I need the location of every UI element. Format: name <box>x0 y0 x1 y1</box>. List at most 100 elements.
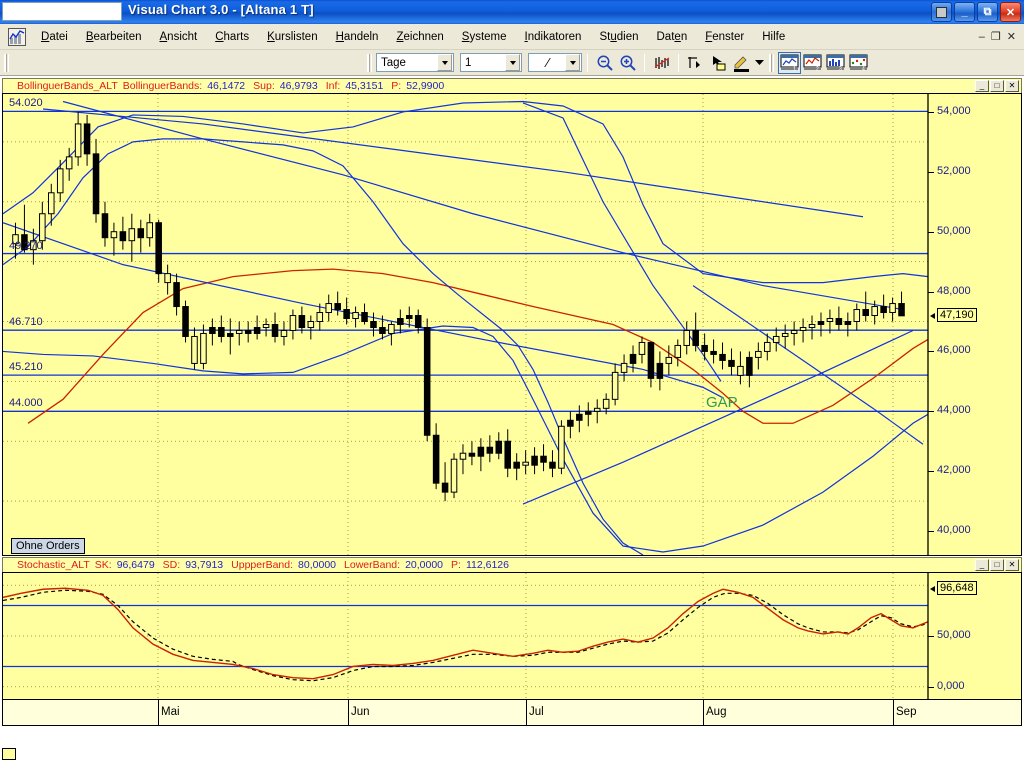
price-axis-label: 44,000 <box>937 404 971 417</box>
toolbar-grip-1[interactable] <box>4 53 9 72</box>
price-axis-tick <box>928 231 934 233</box>
price-field-label-3: P: <box>391 80 402 92</box>
stoch-chart-svg <box>3 573 1021 699</box>
price-field-value-2: 45,3151 <box>345 80 384 92</box>
panel-restore-button[interactable]: □ <box>990 80 1004 92</box>
toolbar-grip-3[interactable] <box>769 53 774 72</box>
zoom-in-icon[interactable] <box>616 52 639 74</box>
price-chart-window: BollinguerBands_ALT BollinguerBands: 46,1… <box>2 78 1022 556</box>
x-axis-tick <box>703 700 704 726</box>
menu-bar: Datei Bearbeiten Ansicht Charts Kurslisten Ha… <box>0 24 1024 50</box>
price-field-value-3: 52,9900 <box>406 80 445 92</box>
menu-item-studien[interactable]: Studien <box>599 30 639 43</box>
zoom-out-icon[interactable] <box>593 52 616 74</box>
svg-text:1: 1 <box>793 66 796 71</box>
window-title: Visual Chart 3.0 - [Altana 1 T] <box>128 2 314 17</box>
price-axis-label: 52,000 <box>937 164 971 177</box>
window-close-button[interactable]: ✕ <box>1000 2 1021 22</box>
price-field-label-1: Sup: <box>253 80 275 92</box>
layout-4-icon[interactable]: 4 <box>847 52 870 74</box>
x-axis-tick <box>526 700 527 726</box>
layout-2-icon[interactable]: 2 <box>801 52 824 74</box>
status-bar <box>0 740 1024 768</box>
stochastic-window: Stochastic_ALT SK: 96,6479 SD: 93,7913 Upppe… <box>2 557 1022 700</box>
x-axis-label: Aug <box>706 706 727 718</box>
stoch-field-label-0: SK: <box>94 559 112 571</box>
menu-item-hilfe[interactable]: Hilfe <box>762 30 786 43</box>
price-axis-tick <box>928 111 934 113</box>
level-line-label: 45.210 <box>9 361 43 374</box>
current-price-marker <box>930 312 935 319</box>
stoch-field-label-3: LowerBand: <box>344 559 401 571</box>
price-axis-tick <box>928 471 934 473</box>
color-dropdown-icon[interactable] <box>753 52 765 74</box>
price-axis-label: 54,000 <box>937 104 971 117</box>
price-axis-label: 46,000 <box>937 344 971 357</box>
pointer-note-icon[interactable] <box>707 52 730 74</box>
panel-minimize-button[interactable]: _ <box>975 559 989 571</box>
layout-1-icon[interactable]: 1 <box>778 51 801 74</box>
price-field-value-1: 46,9793 <box>279 80 318 92</box>
menu-item-ansicht[interactable]: Ansicht <box>159 30 198 43</box>
toolbar-grip-2[interactable] <box>367 53 372 72</box>
panel-minimize-button[interactable]: _ <box>975 80 989 92</box>
menu-item-bearbeiten[interactable]: Bearbeiten <box>85 30 142 43</box>
menu-item-indikatoren[interactable]: Indikatoren <box>524 30 582 43</box>
price-axis-label: 40,000 <box>937 524 971 537</box>
price-plot-area[interactable]: 54,000 52,000 50,000 48,000 46,000 44,000 42,0… <box>2 93 1022 556</box>
menu-item-handeln[interactable]: Handeln <box>335 30 379 43</box>
crosshair-icon[interactable] <box>684 52 707 74</box>
stoch-field-value-2: 80,0000 <box>298 559 337 571</box>
title-search-input[interactable] <box>2 2 122 21</box>
stoch-axis-tick <box>928 636 934 637</box>
level-line-label: 44.000 <box>9 397 43 410</box>
panel-restore-button[interactable]: □ <box>990 559 1004 571</box>
stoch-panel-window-buttons: _ □ ✕ <box>975 559 1019 571</box>
period-combo[interactable]: Tage <box>376 53 454 72</box>
mdi-close-button[interactable]: ✕ <box>1006 31 1016 43</box>
svg-text:2: 2 <box>816 66 819 71</box>
price-chart-svg <box>3 94 1021 555</box>
chevron-down-icon[interactable] <box>565 54 580 71</box>
panel-close-button[interactable]: ✕ <box>1005 80 1019 92</box>
menu-item-fenster[interactable]: Fenster <box>705 30 745 43</box>
menu-item-datei[interactable]: Datei <box>41 30 68 43</box>
stoch-plot-area[interactable]: 50,000 0,000 96,648 <box>2 572 1022 700</box>
orders-filter-button[interactable]: Ohne Orders <box>11 538 85 554</box>
stoch-field-value-0: 96,6479 <box>116 559 155 571</box>
stoch-field-label-4: P: <box>451 559 461 571</box>
menu-item-zeichnen[interactable]: Zeichnen <box>396 30 444 43</box>
stoch-current-value-box: 96,648 <box>937 580 977 595</box>
window-maximize-button[interactable]: ⧉ <box>977 2 998 22</box>
menu-item-systeme[interactable]: Systeme <box>461 30 507 43</box>
price-axis-label: 48,000 <box>937 284 971 297</box>
price-panel-header: BollinguerBands_ALT BollinguerBands: 46,1… <box>2 78 1022 93</box>
mdi-window-controls: – ❐ ✕ <box>978 30 1024 44</box>
x-axis: Mai Jun Jul Aug Sep <box>2 700 1022 726</box>
pen-color-icon[interactable] <box>730 52 753 74</box>
stoch-panel-header: Stochastic_ALT SK: 96,6479 SD: 93,7913 Upppe… <box>2 557 1022 572</box>
current-price-box: 47,190 <box>937 307 977 322</box>
panel-close-button[interactable]: ✕ <box>1005 559 1019 571</box>
chevron-down-icon[interactable] <box>437 54 452 71</box>
window-restore-icon[interactable] <box>931 2 952 22</box>
svg-text:3: 3 <box>839 66 842 71</box>
bar-chart-icon[interactable] <box>650 52 673 74</box>
linestyle-combo[interactable]: ∕ <box>528 53 582 72</box>
window-minimize-button[interactable]: _ <box>954 2 975 22</box>
stoch-axis-label: 0,000 <box>937 679 965 692</box>
menu-item-kurslisten[interactable]: Kurslisten <box>267 30 318 43</box>
chevron-down-icon[interactable] <box>505 54 520 71</box>
level-line-label: 54.020 <box>9 97 43 110</box>
stoch-axis-tick <box>928 686 934 688</box>
price-indicator-name: BollinguerBands_ALT <box>17 80 118 92</box>
multiplier-combo[interactable]: 1 <box>460 53 522 72</box>
x-axis-label: Sep <box>896 706 917 718</box>
level-line-label: 49.270 <box>9 239 43 252</box>
menu-item-charts[interactable]: Charts <box>215 30 250 43</box>
layout-3-icon[interactable]: 3 <box>824 52 847 74</box>
menu-item-daten[interactable]: Daten <box>656 30 688 43</box>
mdi-restore-button[interactable]: ❐ <box>990 31 1001 43</box>
mdi-minimize-button[interactable]: – <box>978 30 985 43</box>
